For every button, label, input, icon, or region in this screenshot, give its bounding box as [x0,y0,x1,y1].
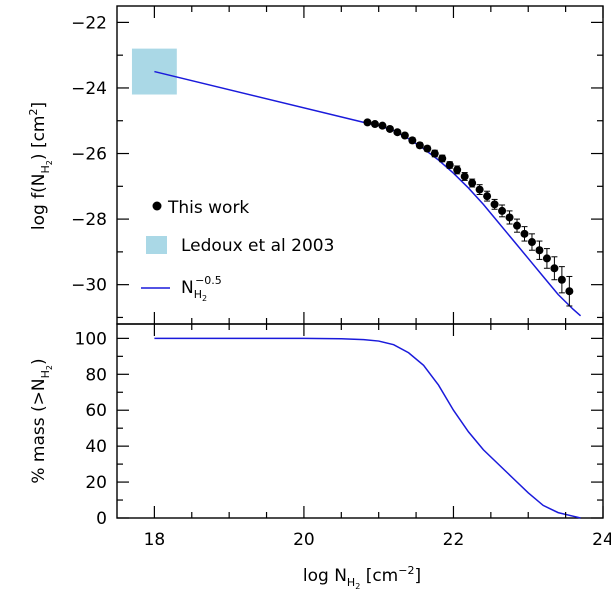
powerlaw-line [154,70,364,124]
data-point [460,172,469,181]
data-point [430,149,439,158]
x-tick-label: 22 [443,530,465,550]
legend-powerlaw-label: NH2−0.5 [181,274,222,303]
x-tick-label: 24 [592,530,611,550]
data-point [468,179,477,188]
top-panel: −22 −24 −26 −28 −30 log f(NH2) [cm2] This wo… [27,5,604,325]
data-point [520,229,529,238]
y-tick-label: −26 [71,145,107,165]
x-axis-label: log NH2 [cm−2] [303,564,421,591]
x-tick-labels: 18 20 22 24 [144,530,611,550]
data-point [475,185,484,194]
data-point [378,121,387,130]
data-point [385,124,394,133]
data-point [490,200,499,209]
data-point [408,136,417,145]
y-tick-label: −22 [71,13,107,33]
mass-curve [154,337,581,519]
legend-ledoux-swatch [146,236,167,254]
top-y-tick-labels: −22 −24 −26 −28 −30 [71,13,107,295]
data-point [370,120,379,129]
this-work-points-group [363,118,574,307]
bottom-y-tick-labels: 0 20 40 60 80 100 [75,329,107,529]
top-ticks-group [117,6,604,324]
bottom-y-axis-label: % mass (>NH2) [29,358,54,483]
data-point [423,144,432,153]
bottom-panel: 0 20 40 60 80 100 18 20 22 24 % mass (>NH2) log … [29,323,611,591]
y-tick-label: −28 [71,210,107,230]
y-tick-label: 0 [96,509,107,529]
mass-curve-group [154,337,581,519]
y-tick-label: 40 [85,437,107,457]
x-tick-label: 18 [144,530,166,550]
data-point [542,254,551,263]
legend-this-work-label: This work [167,198,249,218]
powerlaw-line-group [154,70,364,124]
data-point [415,141,424,150]
top-panel-frame [116,5,604,325]
data-point [393,128,402,137]
model-curve [363,121,582,317]
data-point [535,246,544,255]
bottom-panel-frame [116,323,604,519]
data-point [400,131,409,140]
data-point [513,221,522,230]
data-point [527,238,536,247]
y-tick-label: 20 [85,473,107,493]
data-point [550,264,559,273]
top-y-axis-label: log f(NH2) [cm2] [27,102,54,230]
data-point [438,154,447,163]
legend-ledoux-label: Ledoux et al 2003 [181,236,334,256]
data-point [483,192,492,201]
data-point [557,275,566,284]
legend: This work Ledoux et al 2003 NH2−0.5 [141,198,334,303]
y-tick-label: 80 [85,365,107,385]
y-tick-label: 60 [85,401,107,421]
bottom-ticks-group [117,324,604,519]
data-point [565,287,574,296]
data-point [453,165,462,174]
data-point [363,118,372,127]
data-point [445,161,454,169]
y-tick-label: −30 [71,276,107,296]
y-tick-label: −24 [71,79,107,99]
model-curve-group [363,121,582,317]
y-tick-label: 100 [75,329,107,349]
legend-this-work-marker [152,201,162,211]
data-point [505,213,514,222]
data-point [498,206,507,215]
x-tick-label: 20 [293,530,315,550]
